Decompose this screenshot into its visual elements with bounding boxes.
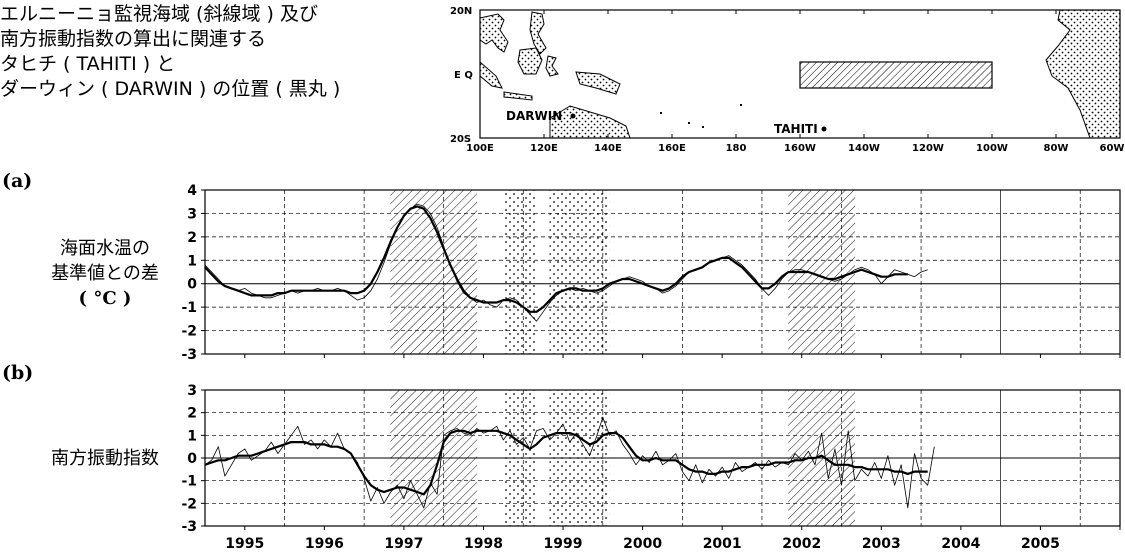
title-line-1: エルニーニョ監視海域 (斜線域 ) 及び <box>0 3 318 25</box>
lon-label: 180 <box>726 143 747 154</box>
x-tick-label: 1998 <box>464 536 503 552</box>
lon-label: 80W <box>1044 143 1069 154</box>
lon-label: 100W <box>976 143 1008 154</box>
darwin-dot <box>570 113 576 119</box>
x-tick-label: 1995 <box>225 536 264 552</box>
x-tick-label: 1996 <box>305 536 344 552</box>
ylabel-sst: 海面水温の 基準値との差 ( °C ) <box>20 236 190 311</box>
chart-panel-soi: 3 2 1 0 -1 -2 -3 1995 1996 1997 1998 1999 2000 2001 20… <box>181 383 1121 552</box>
y-tick-label: 0 <box>187 277 197 293</box>
x-tick-label: 2002 <box>782 536 821 552</box>
lat-label-20s: 20S <box>450 134 471 145</box>
lon-labels: 100E 120E 140E 160E 180 160W 140W 120W 100W 80W 60… <box>466 143 1124 154</box>
tahiti-label: TAHITI <box>774 122 818 136</box>
ylabel-sst-line-2: 基準値との差 <box>51 263 159 284</box>
small-islands <box>660 104 742 128</box>
y-tick-label: 2 <box>187 230 197 246</box>
lon-ticks <box>479 10 1121 138</box>
x-tick-label: 2001 <box>703 536 742 552</box>
series-line-thick <box>204 205 908 313</box>
x-tick-label: 2000 <box>623 536 662 552</box>
lon-label: 120E <box>530 143 558 154</box>
shaded-period-hatched <box>390 190 478 354</box>
shaded-period-dotted <box>503 190 537 354</box>
y-tick-label: 3 <box>187 206 197 222</box>
land-java <box>503 91 533 101</box>
y-tick-label: 3 <box>187 383 197 399</box>
lat-label-eq: E Q <box>454 70 473 81</box>
land-australia <box>549 105 631 139</box>
y-tick-label: -1 <box>181 474 197 490</box>
tahiti-dot <box>821 126 827 132</box>
y-tick-label: -2 <box>181 324 197 340</box>
panel-label-a: (a) <box>2 170 33 192</box>
x-tick-label: 2004 <box>941 536 980 552</box>
y-tick-label: -2 <box>181 496 197 512</box>
lon-label: 160E <box>658 143 686 154</box>
lat-label-20n: 20N <box>450 6 472 17</box>
title-line-3: タヒチ ( TAHITI ) と <box>0 53 176 75</box>
x-tick-label: 2005 <box>1021 536 1060 552</box>
series-line-thick <box>204 429 928 496</box>
lon-label: 100E <box>466 143 494 154</box>
y-tick-label: -3 <box>181 347 197 363</box>
land-masses <box>479 9 1121 139</box>
shaded-period-dotted <box>549 190 610 354</box>
y-tick-label: 1 <box>187 428 197 444</box>
y-tick-label: 2 <box>187 406 197 422</box>
lon-label: 140E <box>594 143 622 154</box>
monitor-region <box>799 61 993 89</box>
series-line-thin <box>204 416 935 509</box>
chart-panel-sst: 4 3 2 1 0 -1 -2 -3 <box>181 183 1121 363</box>
lon-label: 60W <box>1100 143 1125 154</box>
title-block: エルニーニョ監視海域 (斜線域 ) 及び 南方振動指数の算出に関連する タヒチ … <box>0 2 440 102</box>
lon-label: 120W <box>912 143 944 154</box>
y-tick-label: 1 <box>187 253 197 269</box>
y-tick-label: 0 <box>187 451 197 467</box>
x-tick-label: 1997 <box>384 536 423 552</box>
plot-frame <box>204 189 1121 355</box>
panel-label-b: (b) <box>2 362 34 384</box>
x-tick-label: 1999 <box>544 536 583 552</box>
ylabel-soi-line-1: 南方振動指数 <box>51 448 159 469</box>
ylabel-sst-line-1: 海面水温の <box>60 238 150 259</box>
land-americas <box>1045 9 1121 139</box>
location-map: DARWIN TAHITI 20N E Q 20S 100E 120E 140E 16… <box>450 6 1124 154</box>
land-borneo <box>517 47 543 75</box>
land-asia <box>479 13 509 53</box>
land-sumatra <box>479 60 503 89</box>
x-tick-label: 2003 <box>862 536 901 552</box>
lon-label: 140W <box>848 143 880 154</box>
y-tick-label: 4 <box>187 183 197 199</box>
land-new-guinea <box>575 71 621 95</box>
lon-label: 160W <box>784 143 816 154</box>
darwin-label: DARWIN <box>506 109 562 123</box>
ylabel-sst-line-3: ( °C ) <box>78 288 132 309</box>
y-tick-label: -3 <box>181 519 197 535</box>
land-philippines <box>529 11 547 55</box>
land-sulawesi <box>545 55 559 77</box>
title-line-4: ダーウィン ( DARWIN ) の位置 ( 黒丸 ) <box>0 78 341 100</box>
title-line-2: 南方振動指数の算出に関連する <box>0 28 267 50</box>
y-tick-label: -1 <box>181 300 197 316</box>
ylabel-soi: 南方振動指数 <box>20 446 190 471</box>
